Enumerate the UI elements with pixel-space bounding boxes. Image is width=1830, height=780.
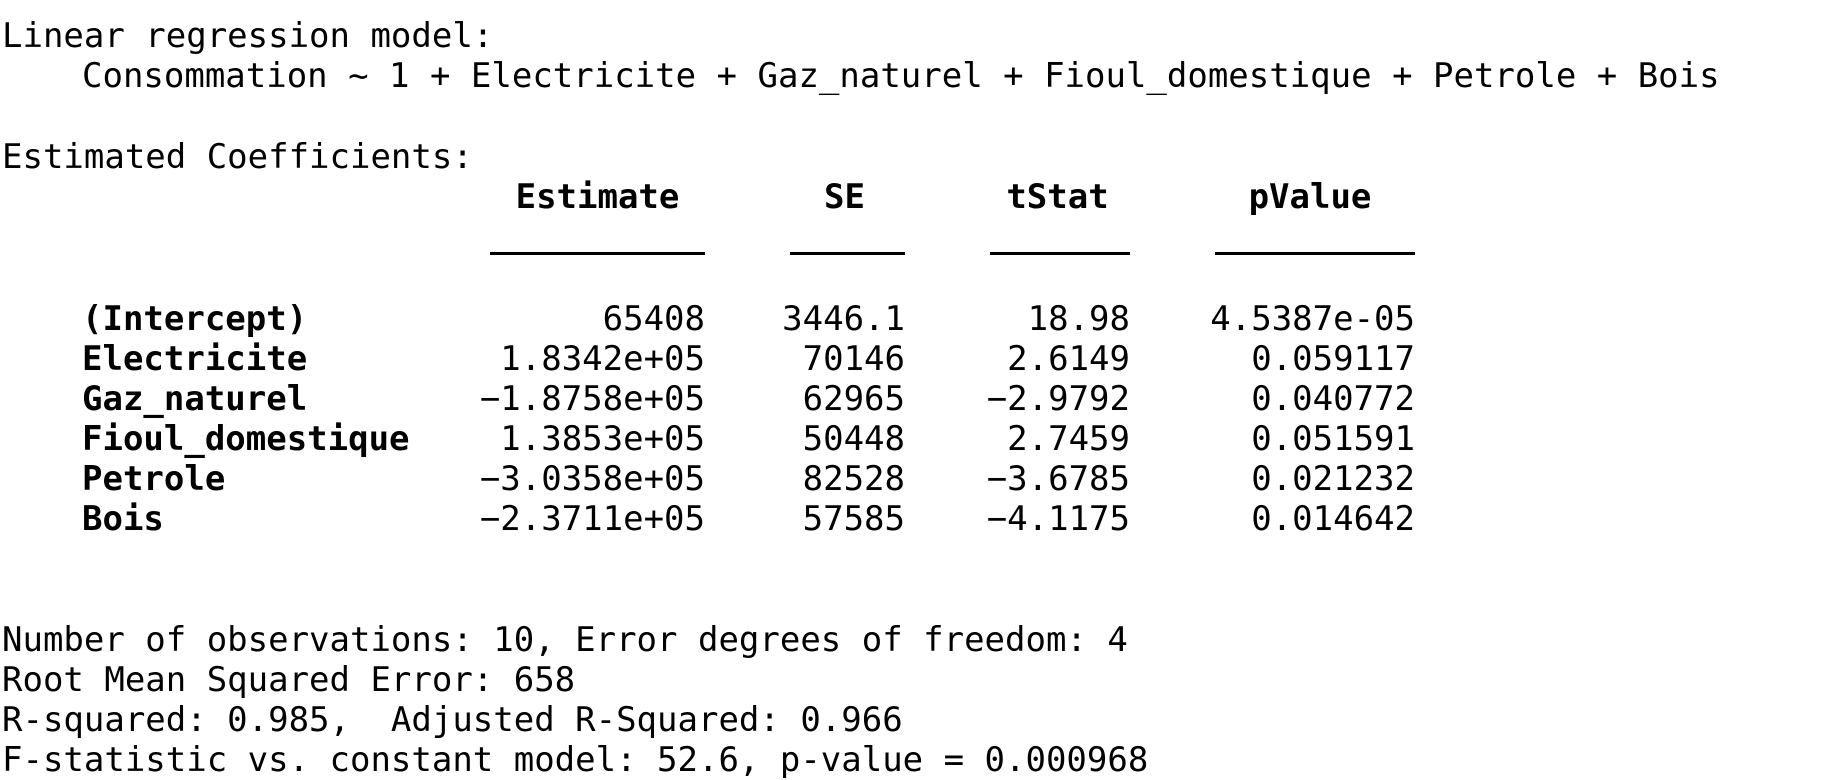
estimate-value: −1.8758e+05 (479, 379, 705, 419)
row-label: Bois (82, 499, 164, 539)
pvalue-value: 0.014642 (1251, 499, 1415, 539)
estimate-value: −3.0358e+05 (479, 459, 705, 499)
summary-r-squared: R-squared: 0.985, Adjusted R-Squared: 0.… (2, 700, 903, 740)
column-header-estimate: Estimate (515, 177, 680, 217)
se-value: 62965 (802, 379, 905, 419)
tstat-value: −4.1175 (986, 499, 1130, 539)
tstat-value: −2.9792 (986, 379, 1130, 419)
estimate-value: −2.3711e+05 (479, 499, 705, 539)
se-value: 50448 (802, 419, 905, 459)
tstat-value: 2.6149 (1007, 339, 1130, 379)
pvalue-value: 0.040772 (1251, 379, 1415, 419)
model-heading: Linear regression model: (2, 16, 494, 56)
column-header-pvalue: pValue (1248, 177, 1372, 217)
summary-observations: Number of observations: 10, Error degree… (2, 620, 1128, 660)
row-label: Fioul_domestique (82, 419, 410, 459)
se-value: 82528 (802, 459, 905, 499)
coefficients-heading: Estimated Coefficients: (2, 137, 473, 177)
estimate-value: 65408 (602, 299, 705, 339)
column-header-se: SE (824, 177, 865, 217)
se-value: 3446.1 (782, 299, 905, 339)
estimate-value: 1.8342e+05 (500, 339, 705, 379)
se-value: 57585 (802, 499, 905, 539)
column-header-tstat: tStat (1006, 177, 1109, 217)
column-underline-estimate (490, 252, 705, 255)
tstat-value: 18.98 (1027, 299, 1130, 339)
model-formula: Consommation ~ 1 + Electricite + Gaz_nat… (82, 56, 1720, 96)
pvalue-value: 4.5387e-05 (1210, 299, 1415, 339)
row-label: Gaz_naturel (82, 379, 308, 419)
se-value: 70146 (802, 339, 905, 379)
estimate-value: 1.3853e+05 (500, 419, 705, 459)
column-underline-tstat (990, 252, 1130, 255)
row-label: (Intercept) (82, 299, 308, 339)
pvalue-value: 0.051591 (1251, 419, 1415, 459)
tstat-value: −3.6785 (986, 459, 1130, 499)
tstat-value: 2.7459 (1007, 419, 1130, 459)
summary-f-statistic: F-statistic vs. constant model: 52.6, p-… (2, 740, 1149, 780)
row-label: Petrole (82, 459, 226, 499)
pvalue-value: 0.059117 (1251, 339, 1415, 379)
column-underline-pvalue (1215, 252, 1415, 255)
row-label: Electricite (82, 339, 308, 379)
summary-rmse: Root Mean Squared Error: 658 (2, 660, 576, 700)
column-underline-se (790, 252, 905, 255)
pvalue-value: 0.021232 (1251, 459, 1415, 499)
